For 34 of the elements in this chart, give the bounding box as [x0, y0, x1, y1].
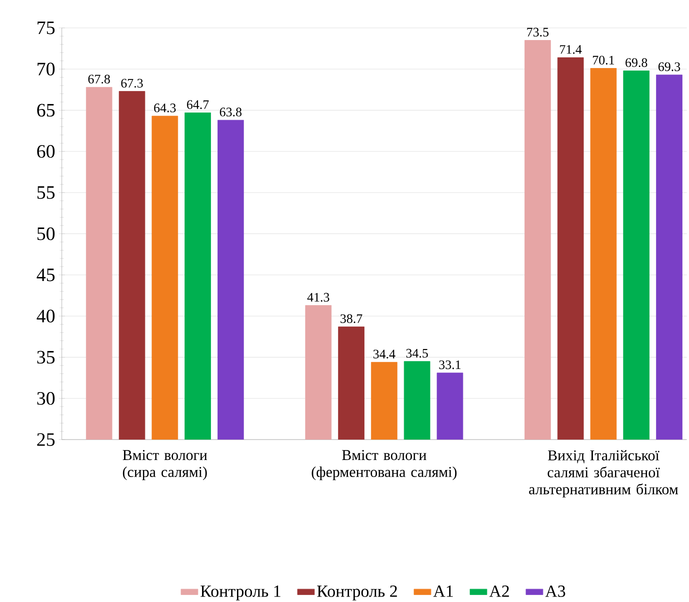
y-tick-label: 45 [36, 268, 55, 282]
y-tick-label: 70 [38, 62, 55, 76]
y-tick-label: 55 [37, 186, 55, 199]
legend-label: А1 [433, 585, 453, 597]
data-label: 41.3 [307, 292, 330, 302]
legend-label: А2 [489, 585, 509, 597]
data-label: 38.7 [340, 314, 362, 323]
data-label: 63.8 [220, 108, 242, 116]
data-label: 34.5 [406, 348, 428, 358]
legend-label: Контроль 2 [317, 585, 397, 600]
legend-label: А3 [545, 585, 566, 597]
y-tick-label: 75 [38, 22, 55, 34]
data-label: 71.4 [560, 45, 582, 54]
x-tick-label: Вміст вологи (ферментована салямі) [312, 450, 457, 480]
data-label: 69.3 [658, 62, 680, 72]
data-label: 69.8 [626, 58, 648, 67]
data-label: 64.7 [186, 100, 209, 109]
data-label: 67.3 [121, 78, 143, 88]
y-tick-label: 25 [37, 433, 55, 446]
y-tick-label: 35 [37, 350, 55, 364]
data-label: 73.5 [527, 28, 549, 36]
y-tick-label: 50 [37, 227, 55, 240]
legend-label: Контроль 1 [200, 585, 280, 600]
data-label: 70.1 [592, 56, 614, 64]
x-tick-label: Вихід Італійської салямі збагаченої альтернативним білком [529, 450, 678, 498]
data-label: 64.3 [154, 103, 176, 112]
x-tick-label: Вміст вологи (сира салямі) [122, 450, 208, 480]
y-tick-label: 40 [36, 310, 55, 322]
data-label: 33.1 [439, 360, 461, 370]
y-tick-label: 65 [37, 104, 55, 116]
data-label: 34.4 [373, 350, 396, 358]
y-tick-label: 30 [37, 392, 55, 405]
y-tick-label: 60 [37, 144, 55, 158]
data-label: 67.8 [88, 74, 110, 84]
